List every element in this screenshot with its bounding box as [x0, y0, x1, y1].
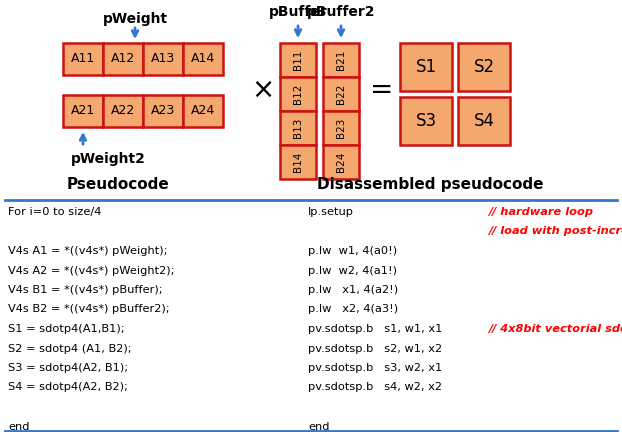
Text: A21: A21 [71, 105, 95, 118]
Text: B13: B13 [293, 118, 303, 138]
Text: p.lw  w2, 4(a1!): p.lw w2, 4(a1!) [308, 266, 397, 276]
Text: A23: A23 [151, 105, 175, 118]
Text: B14: B14 [293, 152, 303, 172]
Text: pWeight: pWeight [103, 12, 167, 26]
Text: A13: A13 [151, 53, 175, 66]
Bar [143, 95, 183, 127]
Text: // hardware loop: // hardware loop [488, 207, 593, 217]
Bar [103, 43, 143, 75]
Text: B12: B12 [293, 84, 303, 104]
Text: A24: A24 [191, 105, 215, 118]
Bar [280, 77, 316, 111]
Text: B22: B22 [336, 84, 346, 104]
Text: S2: S2 [473, 58, 494, 76]
Bar [400, 43, 452, 91]
Text: V4s B2 = *((v4s*) pBuffer2);: V4s B2 = *((v4s*) pBuffer2); [8, 305, 170, 314]
Text: // load with post-increment: // load with post-increment [488, 226, 622, 236]
Bar [280, 145, 316, 179]
Text: A11: A11 [71, 53, 95, 66]
Text: B24: B24 [336, 152, 346, 172]
Bar [103, 95, 143, 127]
Text: lp.setup: lp.setup [308, 207, 354, 217]
Text: end: end [308, 422, 330, 432]
Text: S1 = sdotp4(A1,B1);: S1 = sdotp4(A1,B1); [8, 324, 124, 334]
Text: V4s A2 = *((v4s*) pWeight2);: V4s A2 = *((v4s*) pWeight2); [8, 266, 175, 276]
Bar [183, 95, 223, 127]
Text: end: end [8, 422, 29, 432]
Bar [323, 77, 359, 111]
Text: S2 = sdotp4 (A1, B2);: S2 = sdotp4 (A1, B2); [8, 343, 132, 353]
Text: B11: B11 [293, 50, 303, 70]
Text: V4s A1 = *((v4s*) pWeight);: V4s A1 = *((v4s*) pWeight); [8, 246, 167, 256]
Bar [323, 145, 359, 179]
Text: A22: A22 [111, 105, 135, 118]
Text: Disassembled pseudocode: Disassembled pseudocode [317, 177, 543, 192]
Text: pv.sdotsp.b   s3, w2, x1: pv.sdotsp.b s3, w2, x1 [308, 363, 442, 373]
Text: For i=0 to size/4: For i=0 to size/4 [8, 207, 101, 217]
Text: V4s B1 = *((v4s*) pBuffer);: V4s B1 = *((v4s*) pBuffer); [8, 285, 162, 295]
Bar [323, 43, 359, 77]
Text: pv.sdotsp.b   s4, w2, x2: pv.sdotsp.b s4, w2, x2 [308, 382, 442, 393]
Bar [458, 43, 510, 91]
Text: A12: A12 [111, 53, 135, 66]
Text: pv.sdotsp.b   s2, w1, x2: pv.sdotsp.b s2, w1, x2 [308, 343, 442, 353]
Text: S4 = sdotp4(A2, B2);: S4 = sdotp4(A2, B2); [8, 382, 128, 393]
Bar [458, 97, 510, 145]
Text: S3: S3 [415, 112, 437, 130]
Text: pBuffer: pBuffer [269, 5, 327, 19]
Bar [63, 43, 103, 75]
Text: // 4x8bit vectorial sdotp: // 4x8bit vectorial sdotp [488, 324, 622, 334]
Bar [143, 43, 183, 75]
Bar [400, 97, 452, 145]
Bar [323, 111, 359, 145]
Bar [280, 43, 316, 77]
Text: B21: B21 [336, 50, 346, 70]
Text: S4: S4 [473, 112, 494, 130]
Text: pBuffer2: pBuffer2 [307, 5, 375, 19]
Bar [183, 43, 223, 75]
Bar [280, 111, 316, 145]
Text: S1: S1 [415, 58, 437, 76]
Text: pWeight2: pWeight2 [70, 152, 146, 166]
Text: pv.sdotsp.b   s1, w1, x1: pv.sdotsp.b s1, w1, x1 [308, 324, 442, 334]
Text: Pseudocode: Pseudocode [67, 177, 169, 192]
Text: A14: A14 [191, 53, 215, 66]
Text: B23: B23 [336, 118, 346, 138]
Text: ×: × [251, 76, 275, 104]
Text: =: = [370, 76, 394, 104]
Text: S3 = sdotp4(A2, B1);: S3 = sdotp4(A2, B1); [8, 363, 128, 373]
Bar [63, 95, 103, 127]
Text: p.lw   x1, 4(a2!): p.lw x1, 4(a2!) [308, 285, 398, 295]
Text: p.lw  w1, 4(a0!): p.lw w1, 4(a0!) [308, 246, 397, 256]
Text: p.lw   x2, 4(a3!): p.lw x2, 4(a3!) [308, 305, 398, 314]
